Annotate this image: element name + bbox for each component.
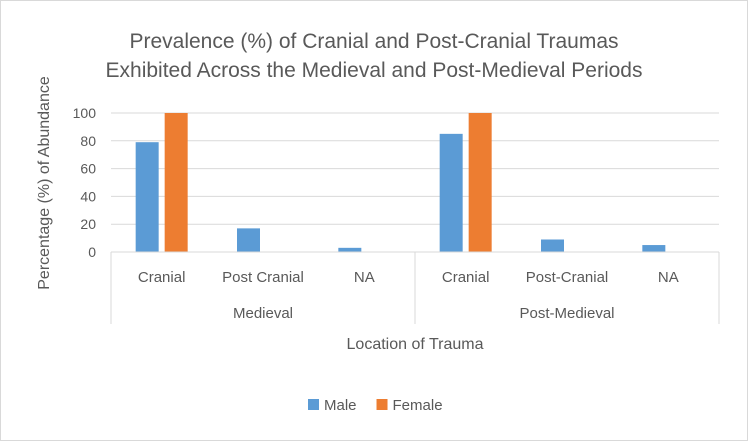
legend: Male Female bbox=[308, 397, 443, 414]
bar-male-3 bbox=[338, 247, 362, 252]
x-axis-title: Location of Trauma bbox=[347, 336, 484, 353]
y-tick-label: 0 bbox=[88, 244, 96, 260]
y-tick-label: 60 bbox=[80, 161, 96, 177]
gridlines bbox=[111, 112, 719, 225]
x-group-label: Post-Medieval bbox=[519, 305, 614, 322]
bar-male-2 bbox=[237, 228, 260, 252]
x-category-label: Post Cranial bbox=[222, 269, 304, 286]
bars bbox=[135, 113, 666, 252]
y-axis-ticks: 0 20 40 60 80 100 bbox=[73, 105, 97, 260]
x-category-label: NA bbox=[354, 269, 375, 286]
legend-swatch-female bbox=[376, 399, 388, 410]
x-category-label: Cranial bbox=[442, 269, 490, 286]
chart-title-line-1: Prevalence (%) of Cranial and Post-Crani… bbox=[129, 30, 618, 53]
x-category-label: Cranial bbox=[138, 269, 186, 286]
y-tick-label: 100 bbox=[73, 105, 97, 121]
y-axis-title: Percentage (%) of Abundance bbox=[36, 76, 53, 290]
bar-male-5 bbox=[541, 239, 564, 252]
bar-female-1 bbox=[164, 113, 188, 252]
legend-swatch-male bbox=[308, 399, 319, 410]
x-axis: Cranial Post Cranial NA Cranial Post-Cranial… bbox=[110, 251, 720, 324]
y-tick-label: 40 bbox=[80, 188, 96, 204]
chart-title: Prevalence (%) of Cranial and Post-Crani… bbox=[106, 30, 643, 82]
legend-label-female: Female bbox=[393, 397, 443, 414]
bar-male-4 bbox=[439, 133, 463, 252]
x-group-label: Medieval bbox=[233, 305, 293, 322]
x-category-label: NA bbox=[658, 269, 679, 286]
y-tick-label: 80 bbox=[80, 133, 96, 149]
chart-title-line-2: Exhibited Across the Medieval and Post-M… bbox=[106, 59, 643, 82]
bar-female-4 bbox=[468, 113, 492, 252]
legend-label-male: Male bbox=[324, 397, 357, 414]
bar-male-6 bbox=[642, 245, 666, 252]
x-category-label: Post-Cranial bbox=[526, 269, 609, 286]
y-tick-label: 20 bbox=[80, 216, 96, 232]
bar-male-1 bbox=[135, 142, 159, 252]
